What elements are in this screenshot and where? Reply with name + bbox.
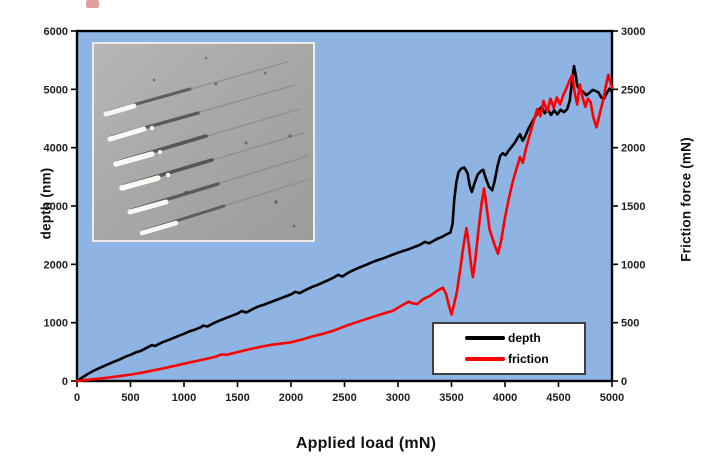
y-right-tick-label: 2500 <box>621 84 645 96</box>
left-axis-title: depth (nm) <box>38 167 54 240</box>
x-tick-label: 500 <box>121 392 139 404</box>
y-right-tick-label: 3000 <box>621 26 645 38</box>
depth-curve <box>75 64 614 383</box>
x-tick-label: 4000 <box>493 392 517 404</box>
friction-line-swatch <box>465 356 505 361</box>
legend-label-depth: depth <box>508 331 541 346</box>
y-right-tick-label: 0 <box>621 376 627 388</box>
micrograph-inset <box>92 42 315 242</box>
x-axis-title: Applied load (mN) <box>295 435 437 452</box>
micrograph-art <box>94 44 313 240</box>
y-left-tick-label: 6000 <box>44 26 68 38</box>
y-right-tick-label: 1000 <box>621 259 645 271</box>
legend-label-friction: friction <box>508 351 549 366</box>
y-left-tick-label: 1000 <box>44 318 68 330</box>
x-tick-label: 2000 <box>279 392 303 404</box>
friction-curve <box>75 73 614 383</box>
right-axis-title: Friction force (mN) <box>678 137 694 262</box>
x-tick-label: 5000 <box>600 392 624 404</box>
x-tick-label: 2500 <box>332 392 356 404</box>
depth-line-swatch <box>465 336 505 341</box>
y-left-tick-label: 0 <box>62 376 68 388</box>
y-left-tick-label: 3000 <box>44 201 68 213</box>
x-tick-label: 4500 <box>546 392 570 404</box>
x-tick-label: 1500 <box>225 392 249 404</box>
legend: depth friction <box>432 322 586 375</box>
y-right-tick-label: 2000 <box>621 143 645 155</box>
y-left-tick-label: 2000 <box>44 259 68 271</box>
top-edge-red-artifact <box>86 0 99 8</box>
x-tick-label: 0 <box>74 392 80 404</box>
x-tick-label: 3000 <box>386 392 410 404</box>
y-left-tick-label: 4000 <box>44 143 68 155</box>
x-tick-label: 3500 <box>439 392 463 404</box>
y-left-tick-label: 5000 <box>44 84 68 96</box>
y-right-tick-label: 500 <box>621 318 639 330</box>
x-tick-label: 1000 <box>172 392 196 404</box>
legend-item-friction: friction <box>434 353 584 365</box>
y-right-tick-label: 1500 <box>621 201 645 213</box>
legend-item-depth: depth <box>434 332 584 344</box>
